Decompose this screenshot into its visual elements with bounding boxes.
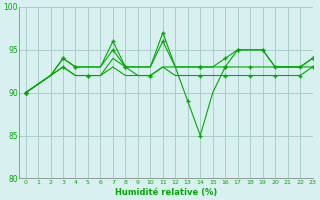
X-axis label: Humidité relative (%): Humidité relative (%) xyxy=(115,188,217,197)
